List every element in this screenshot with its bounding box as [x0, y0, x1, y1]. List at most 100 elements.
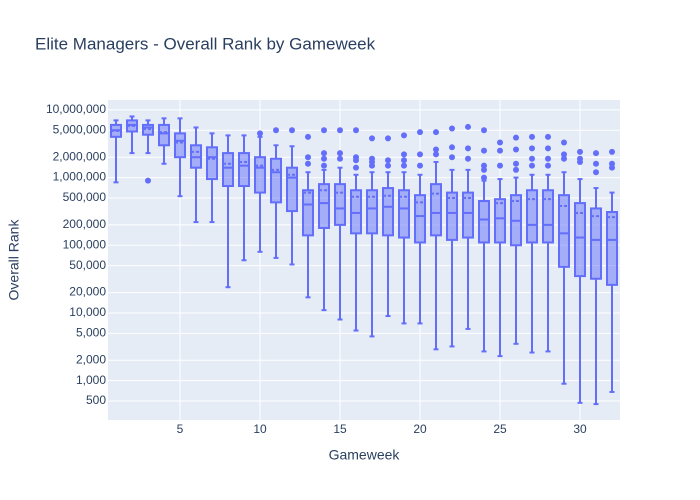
outlier: [337, 150, 343, 157]
x-tick-label: 30: [573, 422, 587, 436]
outlier: [449, 154, 455, 161]
outlier: [465, 155, 471, 162]
box: [382, 187, 394, 237]
outlier: [433, 129, 439, 136]
outlier: [337, 155, 343, 162]
outlier: [257, 130, 263, 137]
outlier: [321, 150, 327, 157]
y-tick-label: 50,000: [69, 258, 106, 272]
outlier: [481, 174, 487, 181]
outlier: [465, 123, 471, 130]
outlier: [593, 150, 599, 157]
outlier: [529, 145, 535, 152]
box: [542, 189, 554, 244]
box: [174, 132, 186, 159]
outlier: [513, 146, 519, 153]
box: [254, 156, 266, 194]
box: [574, 202, 586, 278]
y-tick-label: 5,000: [76, 325, 106, 339]
x-tick-label: 25: [493, 422, 507, 436]
outlier: [497, 147, 503, 154]
box: [494, 198, 506, 244]
box: [446, 191, 458, 241]
y-tick-label: 500: [86, 393, 106, 407]
outlier: [321, 155, 327, 162]
outlier: [337, 127, 343, 134]
box: [286, 166, 298, 213]
outlier: [449, 144, 455, 151]
x-tick-label: 15: [333, 422, 347, 436]
outlier: [481, 127, 487, 134]
outlier: [305, 160, 311, 167]
outlier: [289, 127, 295, 134]
box: [558, 194, 570, 268]
outlier: [353, 164, 359, 171]
chart-title: Elite Managers - Overall Rank by Gamewee…: [35, 34, 376, 53]
box: [606, 211, 618, 286]
box: [414, 194, 426, 244]
outlier: [609, 148, 615, 155]
y-tick-label: 20,000: [69, 285, 106, 299]
outlier: [609, 164, 615, 171]
outlier: [305, 133, 311, 140]
outlier: [401, 157, 407, 164]
box: [222, 152, 234, 188]
outlier: [513, 160, 519, 167]
box: [430, 183, 442, 237]
y-tick-label: 10,000,000: [46, 102, 106, 116]
outlier: [369, 135, 375, 142]
box: [158, 123, 170, 147]
outlier: [545, 155, 551, 162]
outlier: [401, 132, 407, 139]
outlier: [305, 154, 311, 161]
outlier: [449, 125, 455, 132]
y-tick-label: 10,000: [69, 305, 106, 319]
outlier: [529, 162, 535, 169]
y-tick-label: 500,000: [63, 190, 107, 204]
x-tick-label: 5: [177, 422, 184, 436]
y-tick-label: 100,000: [63, 237, 107, 251]
box: [366, 189, 378, 235]
outlier: [145, 177, 151, 184]
outlier: [545, 145, 551, 152]
outlier: [561, 151, 567, 158]
y-axis-title: Overall Rank: [6, 219, 22, 301]
outlier: [497, 162, 503, 169]
box: [318, 183, 330, 229]
outlier: [353, 157, 359, 164]
outlier: [593, 169, 599, 176]
y-tick-label: 2,000,000: [53, 149, 107, 163]
outlier: [417, 162, 423, 169]
box: [590, 207, 602, 280]
outlier: [561, 155, 567, 162]
outlier: [529, 133, 535, 140]
y-tick-label: 1,000,000: [53, 170, 107, 184]
box: [462, 191, 474, 239]
x-tick-label: 20: [413, 422, 427, 436]
outlier: [481, 147, 487, 154]
outlier: [513, 134, 519, 141]
outlier: [433, 146, 439, 153]
box: [526, 189, 538, 244]
outlier: [545, 162, 551, 169]
outlier: [385, 135, 391, 142]
box: [398, 189, 410, 239]
y-tick-label: 5,000,000: [53, 122, 107, 136]
outlier: [513, 166, 519, 173]
outlier: [417, 151, 423, 158]
outlier: [401, 162, 407, 169]
outlier: [401, 151, 407, 158]
outlier: [481, 162, 487, 169]
outlier: [465, 145, 471, 152]
outlier: [545, 133, 551, 140]
outlier: [353, 127, 359, 134]
outlier: [321, 127, 327, 134]
y-tick-label: 1,000: [76, 373, 106, 387]
outlier: [321, 162, 327, 169]
box: [334, 183, 346, 226]
box: [302, 189, 314, 237]
box: [270, 157, 282, 204]
outlier: [385, 162, 391, 169]
outlier: [497, 139, 503, 146]
